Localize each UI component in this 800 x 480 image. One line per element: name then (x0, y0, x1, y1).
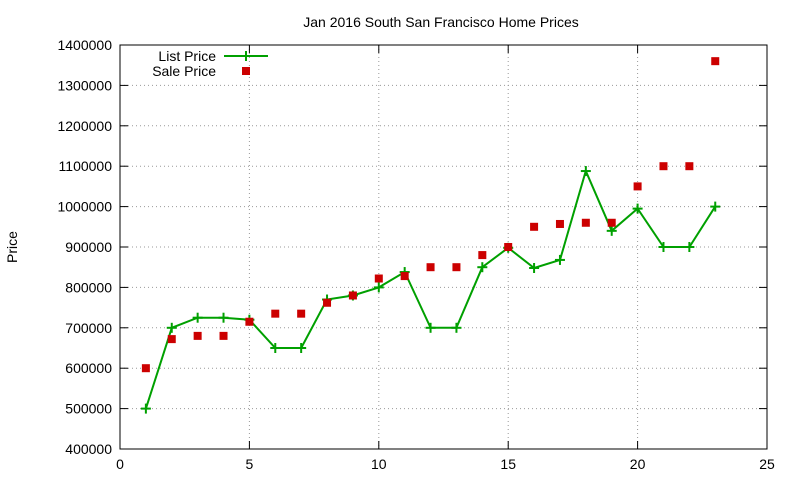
x-axis-tick-labels: 0 5 10 15 20 25 (116, 456, 775, 472)
data-point (140, 403, 151, 414)
data-point (478, 251, 487, 260)
data-point (711, 57, 720, 66)
x-tick-label: 0 (116, 456, 124, 472)
x-tick-label: 25 (759, 456, 775, 472)
data-point (529, 263, 540, 274)
y-tick-label: 1400000 (57, 37, 112, 53)
data-point (425, 322, 436, 333)
y-tick-label: 900000 (65, 239, 112, 255)
data-point (477, 262, 488, 273)
y-tick-label: 1100000 (59, 158, 113, 174)
data-point (554, 254, 565, 265)
data-point (323, 298, 332, 307)
x-tick-label: 20 (630, 456, 646, 472)
data-point (580, 166, 591, 177)
data-point (452, 263, 461, 272)
series-list-price (140, 166, 721, 414)
data-point (530, 222, 539, 231)
data-point (684, 242, 695, 252)
y-tick-label: 1000000 (57, 199, 112, 215)
data-point (192, 312, 203, 323)
grid-lines (120, 45, 767, 449)
x-tick-label: 5 (246, 456, 254, 472)
y-tick-label: 500000 (65, 401, 112, 417)
y-tick-label: 400000 (65, 441, 112, 457)
data-point (658, 242, 669, 252)
data-point (270, 343, 281, 353)
data-point (141, 364, 150, 373)
axis-ticks (119, 44, 768, 450)
data-point (659, 162, 668, 171)
data-point (581, 218, 590, 227)
data-point (451, 322, 462, 333)
data-point (245, 317, 254, 326)
y-tick-label: 800000 (65, 279, 112, 295)
x-tick-label: 10 (371, 456, 387, 472)
data-point (218, 312, 229, 323)
legend: List Price Sale Price (152, 48, 268, 79)
y-tick-label: 700000 (65, 320, 112, 336)
y-axis-tick-labels: 400000 500000 600000 700000 800000 900000 1000… (57, 37, 112, 457)
series-layer (140, 57, 721, 414)
data-point (400, 272, 409, 281)
chart-title: Jan 2016 South San Francisco Home Prices (303, 14, 578, 30)
data-point (504, 243, 513, 251)
data-point (296, 343, 307, 353)
data-point (685, 162, 694, 171)
data-point (555, 219, 564, 228)
data-point (219, 331, 228, 340)
data-point (426, 263, 435, 272)
data-point (632, 203, 643, 214)
series-line (144, 168, 717, 409)
legend-marker-sale-price (242, 67, 250, 75)
data-point (297, 309, 306, 318)
data-point (710, 201, 721, 212)
y-tick-label: 1300000 (57, 77, 112, 93)
y-tick-label: 600000 (65, 360, 112, 376)
data-point (633, 182, 642, 191)
legend-label-sale-price: Sale Price (152, 63, 216, 79)
data-point (348, 291, 357, 300)
data-point (606, 225, 617, 236)
data-point (271, 309, 280, 318)
legend-marks (224, 51, 268, 75)
data-point (166, 322, 177, 333)
data-point (193, 331, 202, 340)
x-tick-label: 15 (500, 456, 516, 472)
data-point (167, 335, 176, 344)
data-point (374, 274, 383, 283)
y-axis-label: Price (4, 231, 20, 263)
legend-label-list-price: List Price (158, 48, 216, 64)
data-point (607, 218, 616, 227)
data-point (373, 282, 384, 293)
y-tick-label: 1200000 (57, 118, 112, 134)
legend-marker-list-price (241, 51, 251, 61)
series-sale-price (141, 57, 720, 373)
